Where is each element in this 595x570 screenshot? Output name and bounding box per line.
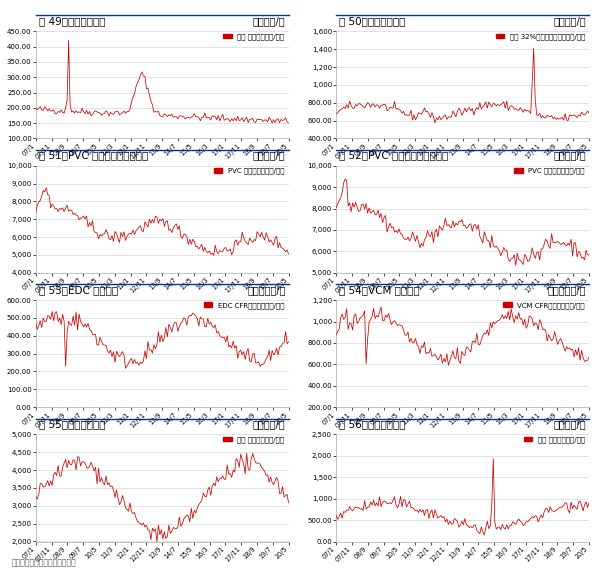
Text: 图 55：电石价格走势: 图 55：电石价格走势 <box>39 419 105 429</box>
Legend: PVC 华东电石级（元/吨）: PVC 华东电石级（元/吨） <box>214 167 285 175</box>
Text: 图 54：VCM 价格走势: 图 54：VCM 价格走势 <box>339 284 420 295</box>
Legend: 液氯 华东地区（元/吨）: 液氯 华东地区（元/吨） <box>523 436 585 444</box>
Text: 图 52：PVC 价格走势（乙烯法）: 图 52：PVC 价格走势（乙烯法） <box>339 150 449 160</box>
Legend: 电石 华东地区（元/吨）: 电石 华东地区（元/吨） <box>223 436 285 444</box>
Text: 单位：元/吨: 单位：元/吨 <box>553 150 586 160</box>
Text: 图 50：烧碱价格走势: 图 50：烧碱价格走势 <box>339 16 406 26</box>
Legend: EDC CFR东南亚（美元/吨）: EDC CFR东南亚（美元/吨） <box>203 302 285 310</box>
Text: 单位：元/吨: 单位：元/吨 <box>253 150 286 160</box>
Legend: 原盐 河北出厂（元/吨）: 原盐 河北出厂（元/吨） <box>223 32 285 40</box>
Text: 图 53：EDC 价格走势: 图 53：EDC 价格走势 <box>39 284 118 295</box>
Legend: VCM CFR东南亚（美元/吨）: VCM CFR东南亚（美元/吨） <box>503 302 585 310</box>
Legend: PVC 华东乙烯级（元/吨）: PVC 华东乙烯级（元/吨） <box>514 167 585 175</box>
Text: 图 56：液氯价格走势: 图 56：液氯价格走势 <box>339 419 406 429</box>
Legend: 烧碱 32%离子膜华东地区（元/吨）: 烧碱 32%离子膜华东地区（元/吨） <box>495 32 585 40</box>
Text: 单位：元/吨: 单位：元/吨 <box>253 16 286 26</box>
Text: 单位：元/吨: 单位：元/吨 <box>553 16 586 26</box>
Text: 图 51：PVC 价格走势（电石法）: 图 51：PVC 价格走势（电石法） <box>39 150 148 160</box>
Text: 资料来源：百川资讯、中信建投: 资料来源：百川资讯、中信建投 <box>12 558 77 567</box>
Text: 图 49：原盐价格走势: 图 49：原盐价格走势 <box>39 16 105 26</box>
Text: 单位：美元/吨: 单位：美元/吨 <box>247 284 286 295</box>
Text: 单位：美元/吨: 单位：美元/吨 <box>547 284 586 295</box>
Text: 单位：元/吨: 单位：元/吨 <box>253 419 286 429</box>
Text: 单位：元/吨: 单位：元/吨 <box>553 419 586 429</box>
